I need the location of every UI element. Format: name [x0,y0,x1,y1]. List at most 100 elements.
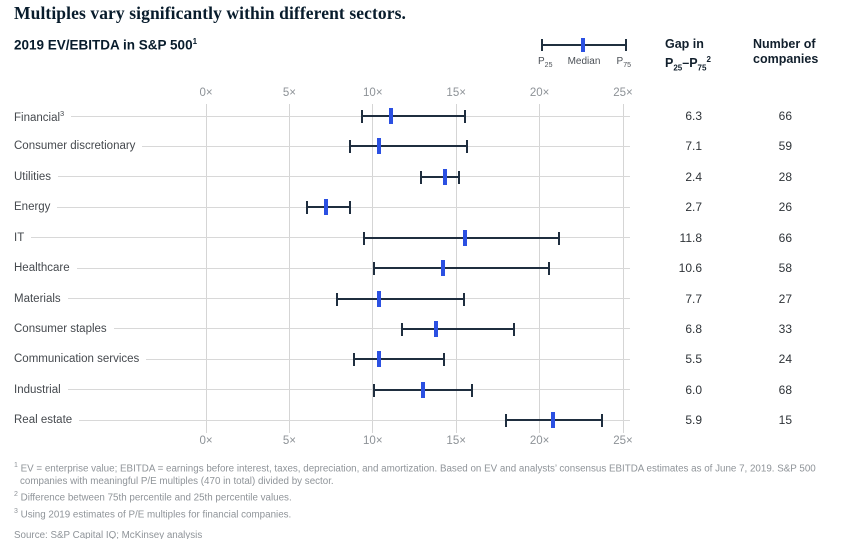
legend-labels: P25 Median P75 [537,56,631,72]
gap-header-line1: Gap in [665,37,704,51]
exhibit-title: Multiples vary significantly within diff… [14,3,406,23]
range-line [372,267,550,270]
range-bar [336,290,465,307]
companies-value: 26 [778,200,792,215]
p25-cap [372,383,375,397]
p25-cap [362,231,365,245]
gap-value: 10.6 [678,261,702,276]
range-line [361,115,467,117]
sector-label: Industrial [14,383,61,396]
x-axis-label-bottom: 25× [613,435,633,447]
median-tick [377,351,382,368]
p25-cap [349,140,352,154]
median-tick [462,229,467,246]
sector-row: Communication services [14,350,630,368]
median-tick [420,381,425,398]
range-bar [352,351,445,368]
companies-value: 24 [778,352,792,367]
median-tick [442,168,447,185]
p25-cap [336,292,339,306]
sector-label: Consumer discretionary [14,140,136,153]
range-bar [361,108,467,124]
chart-subtitle-text: 2019 EV/EBITDA in S&P 500 [14,37,193,53]
sector-row: Real estate [14,411,630,429]
range-line [306,206,352,209]
legend-p25-label: P25 [538,56,553,69]
leader-line [71,115,630,117]
gap-value: 2.4 [685,169,702,184]
gap-value: 6.8 [685,321,702,336]
companies-value: 66 [778,109,792,123]
p75-cap [349,201,352,215]
gap-header-line2: P25–P752 [665,55,711,73]
range-bar [401,320,515,337]
sector-label: Consumer staples [14,322,107,335]
range-bar [372,260,550,277]
source-line: Source: S&P Capital IQ; McKinsey analysi… [14,529,203,539]
legend-median-tick [581,38,585,52]
p25-cap [352,353,355,367]
x-axis-label-top: 5× [282,87,296,99]
leader-line [67,389,630,391]
x-axis-label-bottom: 20× [529,435,550,447]
p75-cap [547,262,550,276]
median-tick [389,108,394,124]
median-tick [440,260,445,277]
p75-cap [462,292,465,306]
sector-row: Utilities [14,168,630,186]
p25-cap [504,414,507,428]
x-axis-label-bottom: 10× [363,435,383,447]
companies-value: 27 [778,291,792,306]
companies-value: 33 [778,321,792,336]
sector-label: Energy [14,201,51,214]
p75-cap [442,353,445,367]
range-line [419,175,460,178]
companies-column-header: Number of companies [753,37,818,67]
sector-label: Utilities [14,170,52,183]
gap-value: 11.8 [679,230,702,245]
sector-row: Materials [14,290,630,308]
legend-median-label: Median [567,56,601,67]
p75-cap [512,322,515,336]
x-axis-label-bottom: 0× [199,435,213,447]
gap-value: 6.0 [685,382,702,397]
chart-subtitle: 2019 EV/EBITDA in S&P 5001 [14,37,197,53]
gap-value: 7.7 [685,291,702,306]
footnote: 1 EV = enterprise value; EBITDA = earnin… [14,462,816,488]
legend: P25 Median P75 [537,36,631,78]
range-line [401,327,515,330]
range-bar [419,168,460,185]
range-bar [372,381,473,398]
p25-cap [361,110,364,123]
leader-line [31,237,630,239]
companies-value: 59 [778,139,792,154]
x-axis-label-top: 0× [199,87,213,99]
subtitle-footnote-marker: 1 [192,37,198,46]
p75-cap [457,170,460,184]
gap-value: 6.3 [685,109,702,123]
median-tick [550,412,555,429]
leader-line [79,419,630,421]
sector-row: Industrial [14,381,630,399]
p25-cap [419,170,422,184]
median-tick [434,320,439,337]
gap-value: 7.1 [685,139,702,154]
median-tick [377,138,382,155]
p75-cap [465,140,468,154]
leader-line [113,328,630,330]
gap-value: 5.9 [685,413,702,428]
sector-row: Healthcare [14,259,630,277]
companies-value: 28 [778,169,792,184]
x-axis-label-top: 25× [613,87,633,99]
range-bar [306,199,352,216]
range-line [349,145,468,148]
companies-header-line1: Number of [753,37,816,51]
x-axis-label-bottom: 15× [446,435,466,447]
sector-row: Consumer discretionary [14,137,630,155]
median-tick [324,199,329,216]
median-tick [377,290,382,307]
companies-value: 15 [778,413,792,428]
p25-cap [372,262,375,276]
